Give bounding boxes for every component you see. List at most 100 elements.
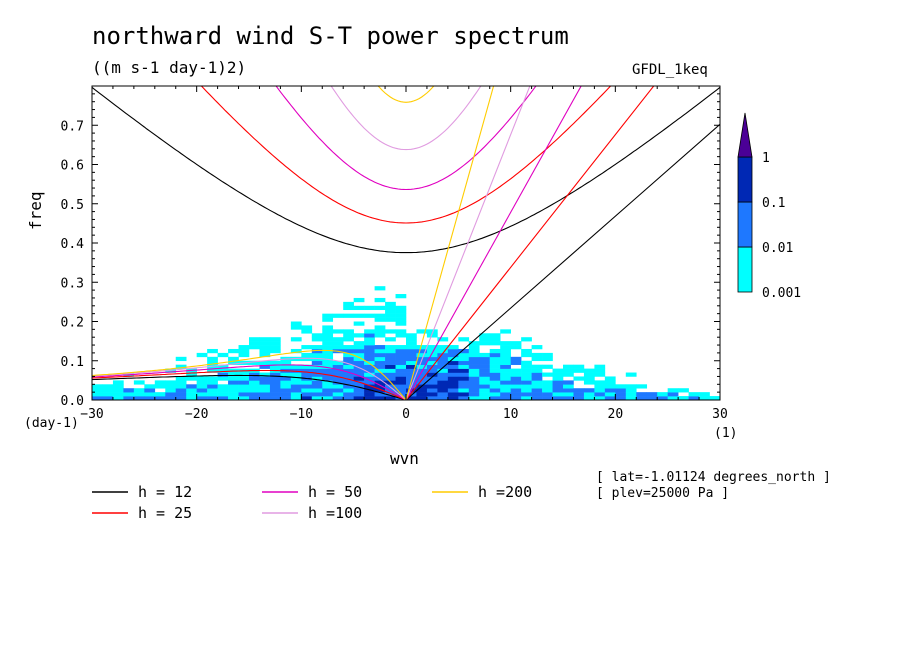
- power-cell: [395, 309, 407, 314]
- power-cell: [165, 396, 177, 400]
- power-cell: [468, 376, 480, 381]
- power-cell: [259, 341, 271, 346]
- power-cell: [374, 368, 386, 373]
- power-cell: [196, 384, 208, 389]
- power-cell: [563, 380, 574, 385]
- power-cell: [385, 364, 396, 369]
- power-cell: [447, 368, 459, 373]
- power-cell: [416, 352, 428, 358]
- power-cell: [416, 345, 428, 350]
- power-cell: [311, 376, 323, 381]
- power-cell: [636, 396, 648, 400]
- power-cell: [343, 392, 354, 397]
- power-cell: [594, 372, 606, 377]
- kelvin-line: [405, 86, 582, 400]
- power-cell: [332, 360, 344, 365]
- power-cell: [374, 333, 386, 338]
- power-cell: [102, 388, 114, 393]
- power-cell: [364, 396, 375, 400]
- power-cell: [301, 372, 313, 377]
- rossby-curve: [92, 349, 407, 400]
- power-cell: [385, 396, 396, 400]
- power-cell: [290, 325, 302, 330]
- power-cell: [447, 360, 459, 365]
- power-cell: [353, 384, 365, 389]
- power-cell: [646, 392, 658, 397]
- power-cell: [332, 341, 344, 346]
- power-cell: [259, 388, 271, 393]
- power-cell: [521, 376, 532, 381]
- power-cell: [322, 337, 334, 342]
- power-cell: [280, 388, 292, 393]
- power-cell: [416, 380, 428, 385]
- power-cell: [479, 337, 491, 342]
- power-cell: [406, 345, 417, 350]
- power-cell: [521, 352, 532, 358]
- power-cell: [374, 325, 386, 330]
- power-cell: [269, 380, 281, 385]
- power-cell: [542, 388, 553, 393]
- colorbar-segment: [737, 246, 753, 293]
- power-cell: [301, 384, 313, 389]
- power-cell: [144, 384, 156, 389]
- power-cell: [353, 345, 365, 350]
- power-cell: [500, 380, 511, 385]
- kelvin-line: [405, 86, 655, 400]
- power-cell: [207, 348, 218, 354]
- power-cell: [364, 384, 375, 389]
- power-cell: [123, 392, 135, 397]
- power-cell: [311, 348, 323, 354]
- power-cell: [343, 380, 354, 385]
- power-cell: [406, 376, 417, 381]
- power-cell: [489, 333, 501, 338]
- power-cell: [259, 380, 271, 385]
- power-cell: [311, 388, 323, 393]
- power-cell: [395, 384, 407, 389]
- power-cell: [447, 396, 459, 400]
- power-cell: [259, 337, 271, 342]
- power-cell: [322, 364, 334, 369]
- power-cell: [196, 352, 208, 358]
- power-cell: [395, 364, 407, 369]
- power-cell: [353, 305, 365, 311]
- power-cell: [447, 345, 459, 350]
- power-cell: [479, 341, 491, 346]
- x-tick-label: −10: [290, 407, 313, 422]
- power-cell: [280, 384, 292, 389]
- power-cell: [353, 356, 365, 362]
- power-cell: [406, 337, 417, 342]
- power-cell: [552, 392, 564, 397]
- power-cell: [165, 388, 177, 393]
- power-cell: [353, 297, 365, 303]
- power-cell: [311, 392, 323, 397]
- power-cell: [531, 352, 543, 358]
- power-cell: [238, 352, 250, 358]
- power-cell: [406, 352, 417, 358]
- power-cell: [604, 388, 616, 393]
- power-cell: [165, 380, 177, 385]
- power-cell: [290, 384, 302, 389]
- kelvin-line: [405, 86, 495, 400]
- power-cell: [269, 396, 281, 400]
- power-cell: [406, 356, 417, 362]
- power-cell: [301, 329, 313, 334]
- colorbar-label: 0.001: [762, 286, 801, 301]
- power-cell: [385, 301, 396, 307]
- legend-entry: h = 50: [308, 483, 362, 501]
- power-cell: [290, 348, 302, 354]
- power-cell: [447, 388, 459, 393]
- power-cell: [531, 388, 543, 393]
- power-cell: [238, 388, 250, 393]
- power-cell: [500, 396, 511, 400]
- power-cell: [426, 356, 438, 362]
- power-cell: [709, 396, 720, 400]
- kelvin-line: [405, 86, 531, 400]
- power-cell: [479, 380, 491, 385]
- power-cell: [437, 356, 449, 362]
- power-cell: [374, 286, 386, 291]
- power-cell: [322, 352, 334, 358]
- power-cell: [374, 348, 386, 354]
- power-cell: [269, 376, 281, 381]
- power-cell: [343, 364, 354, 369]
- power-cell: [290, 380, 302, 385]
